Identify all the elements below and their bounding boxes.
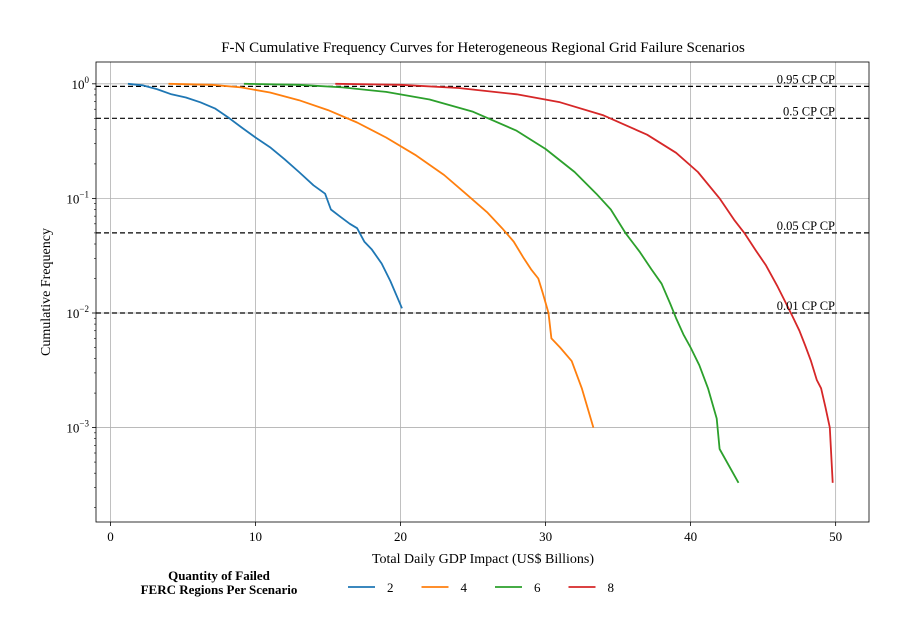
reference-line-label: 0.95 CP CP: [777, 72, 835, 86]
x-tick-label: 50: [829, 529, 842, 544]
series-line: [127, 82, 403, 309]
series-line: [335, 82, 834, 483]
y-tick-label: 10−2: [66, 304, 89, 321]
x-tick-label: 40: [684, 529, 697, 544]
x-tick-label: 30: [539, 529, 552, 544]
legend-label: 8: [608, 580, 615, 595]
y-axis-ticks: 100 10−1 10−2 10−3: [66, 75, 96, 508]
y-tick-label: 10−1: [66, 189, 89, 206]
y-tick-label: 10−3: [66, 419, 89, 436]
series-line: [168, 82, 595, 428]
reference-line-labels: 0.95 CP CP 0.5 CP CP 0.05 CP CP 0.01 CP CP: [777, 72, 835, 313]
series-line: [243, 82, 740, 484]
y-minor-ticks: [94, 88, 96, 508]
reference-line-label: 0.01 CP CP: [777, 299, 835, 313]
x-axis-label: Total Daily GDP Impact (US$ Billions): [372, 552, 594, 567]
legend-label: 4: [461, 580, 468, 595]
series-lines: [127, 82, 834, 484]
y-axis-label: Cumulative Frequency: [39, 228, 54, 356]
plot-frame: [95, 61, 870, 523]
legend-label: 2: [387, 580, 394, 595]
y-tick-label: 100: [72, 75, 90, 92]
reference-line-label: 0.05 CP CP: [777, 219, 835, 233]
legend: Quantity of Failed FERC Regions Per Scen…: [141, 568, 614, 597]
x-axis-ticks: 0 10 20 30 40 50: [107, 522, 842, 544]
grid-layer: [96, 62, 869, 522]
chart-title: F-N Cumulative Frequency Curves for Hete…: [221, 40, 745, 56]
x-tick-label: 10: [249, 529, 262, 544]
legend-entries: 2 4 6 8: [348, 580, 614, 595]
reference-lines: [96, 85, 869, 314]
x-tick-label: 20: [394, 529, 407, 544]
x-tick-label: 0: [107, 529, 114, 544]
reference-line-label: 0.5 CP CP: [783, 104, 835, 118]
legend-title-line-1: Quantity of Failed: [168, 568, 271, 583]
legend-label: 6: [534, 580, 541, 595]
legend-title-line-2: FERC Regions Per Scenario: [141, 582, 298, 597]
